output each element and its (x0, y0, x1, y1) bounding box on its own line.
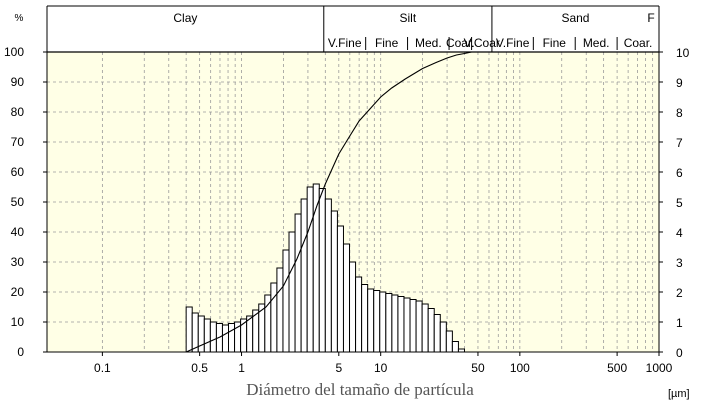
subclass-label: V.Fine (496, 36, 530, 50)
y-left-tick-label: 90 (11, 75, 25, 89)
x-tick-label: 5 (335, 361, 342, 375)
histogram-bar (361, 284, 369, 353)
y-right-tick-label: 10 (676, 46, 690, 60)
subclass-label: Med. (415, 36, 442, 50)
y-right-tick-label: 2 (676, 286, 683, 300)
histogram-bar (409, 299, 417, 353)
x-tick-label: 1000 (646, 361, 673, 375)
histogram-bar (385, 293, 393, 353)
histogram-bar (330, 210, 338, 353)
x-tick-label: 500 (607, 361, 627, 375)
y-axis-unit: % (15, 13, 24, 24)
y-left-tick-label: 40 (11, 225, 25, 239)
y-left-tick-label: 20 (11, 285, 25, 299)
histogram-bar (288, 231, 296, 353)
histogram-bar (342, 243, 351, 353)
x-tick-label: 100 (510, 361, 530, 375)
histogram-bar (306, 186, 314, 353)
y-right-tick-label: 6 (676, 166, 683, 180)
histogram-bar (209, 321, 217, 353)
histogram-bar (373, 290, 381, 353)
grid (47, 52, 659, 352)
histogram-bar (421, 303, 429, 353)
x-tick-label: 50 (471, 361, 485, 375)
histogram-bar (397, 296, 405, 353)
y-left-tick-label: 70 (11, 135, 25, 149)
histogram-bar (264, 294, 272, 353)
histogram-bar (221, 324, 230, 353)
histogram-bar (300, 198, 308, 353)
histogram-bar (270, 282, 278, 353)
y-right-tick-label: 7 (676, 136, 683, 150)
histogram-bar (451, 341, 459, 353)
x-tick-label: 0.5 (191, 361, 208, 375)
x-tick-label: 1 (238, 361, 245, 375)
y-left-tick-label: 50 (11, 195, 25, 209)
histogram-bar (318, 188, 326, 353)
histogram-bar (203, 318, 211, 353)
subclass-label: Coar. (624, 36, 653, 50)
class-label: Sand (561, 11, 589, 25)
histogram-bar (379, 291, 387, 353)
y-right-tick-label: 4 (676, 226, 683, 240)
x-tick-label: 10 (374, 361, 388, 375)
class-label: Clay (173, 11, 197, 25)
cumulative-line (185, 51, 478, 353)
frame (46, 5, 660, 353)
histogram-bar (246, 315, 254, 353)
histogram-bar (403, 297, 411, 353)
x-axis-title: Diámetro del tamaño de partícula (246, 380, 474, 399)
cumulative-curve (185, 51, 478, 353)
subclass-label: V.Coar (464, 36, 500, 50)
histogram-bar (191, 312, 199, 353)
y-right-tick-label: 9 (676, 76, 683, 90)
y-right-tick-label: 8 (676, 106, 683, 120)
subclass-label: V.Fine (328, 36, 362, 50)
y-left-tick-label: 100 (4, 45, 24, 59)
subclass-label: Fine (543, 36, 567, 50)
histogram-bar (391, 294, 399, 353)
y-right-tick-label: 5 (676, 196, 683, 210)
subclass-label: Coar. (446, 36, 475, 50)
histogram-bar (445, 330, 453, 353)
histogram-bar (324, 198, 332, 353)
class-label: F (647, 11, 654, 25)
histogram-bar (228, 323, 236, 353)
histogram-bar (415, 300, 423, 353)
class-label: Silt (400, 11, 417, 25)
x-axis-unit: [µm] (668, 388, 690, 400)
histogram-bar (433, 314, 441, 353)
y-left-tick-label: 80 (11, 105, 25, 119)
y-right-tick-label: 3 (676, 256, 683, 270)
y-right-tick-label: 1 (676, 316, 683, 330)
subclass-label: Fine (375, 36, 399, 50)
histogram-bars (185, 183, 465, 353)
y-right-tick-label: 0 (676, 346, 683, 360)
histogram-bar (349, 261, 357, 353)
histogram-bar (294, 213, 302, 353)
histogram-bar (276, 267, 284, 353)
histogram-bar (439, 321, 447, 353)
y-left-tick-label: 30 (11, 255, 25, 269)
y-left-tick-label: 0 (17, 345, 24, 359)
histogram-bar (427, 308, 435, 353)
histogram-bar (282, 249, 290, 353)
class-header: Clay Silt Sand FV.Fine Fine Med. Coar.V.CoarV.… (173, 6, 655, 52)
y-left-tick-label: 60 (11, 165, 25, 179)
histogram-bar (367, 288, 375, 353)
x-tick-label: 0.1 (94, 361, 111, 375)
histogram-bar (185, 306, 193, 353)
subclass-label: Med. (583, 36, 610, 50)
histogram-bar (355, 276, 363, 353)
histogram-bar (336, 225, 344, 353)
y-left-tick-label: 10 (11, 315, 25, 329)
